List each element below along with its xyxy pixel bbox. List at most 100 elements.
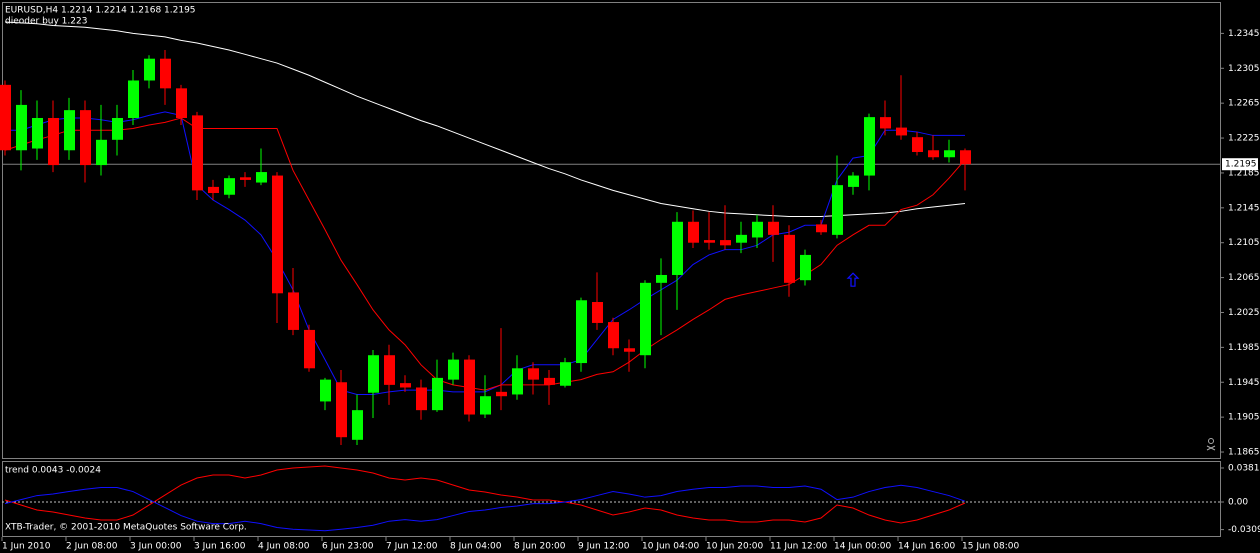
candle-body (928, 150, 939, 158)
candle-body (480, 396, 491, 415)
x-tick-label: 11 Jun 12:00 (770, 542, 827, 552)
candle-body (592, 302, 603, 323)
candle-body (544, 377, 555, 385)
candle-body (496, 391, 507, 397)
y-tick-label: 1.2305 (1228, 64, 1260, 74)
candle-body (224, 178, 235, 195)
candle-body (256, 172, 267, 183)
y-tick-label: 1.2225 (1228, 134, 1260, 144)
candle-body (192, 115, 203, 191)
candle-body (944, 150, 955, 158)
candle-body (704, 240, 715, 243)
y-tick-label: -0.0309 (1228, 525, 1260, 535)
y-tick-label: 0.0381 (1228, 463, 1260, 473)
candle-body (64, 110, 75, 151)
indicator-line (4, 117, 966, 391)
candle-body (272, 175, 283, 294)
x-tick-label: 15 Jun 08:00 (962, 542, 1019, 552)
candle-body (320, 379, 331, 402)
candle-body (512, 368, 523, 395)
candle-body (800, 254, 811, 281)
candle-body (416, 387, 427, 411)
skull-icon (1206, 438, 1216, 451)
candle-body (832, 185, 843, 235)
candle-body (640, 282, 651, 356)
candle-body (672, 221, 683, 275)
panel-title: trend 0.0043 -0.0024 (5, 466, 101, 476)
candle-body (688, 221, 699, 243)
x-tick-label: 8 Jun 20:00 (514, 542, 566, 552)
candle-body (144, 58, 155, 81)
candle-body (208, 186, 219, 193)
candle-body (784, 234, 795, 283)
candle-body (240, 177, 251, 180)
y-tick-label: 1.2265 (1228, 99, 1260, 109)
y-tick-label: 1.1865 (1228, 448, 1260, 458)
last-price-label: 1.2195 (1225, 160, 1257, 170)
candle-body (368, 355, 379, 393)
candle-body (768, 221, 779, 235)
up-arrow (846, 272, 860, 287)
x-tick-label: 1 Jun 2010 (2, 542, 51, 552)
candle-body (960, 150, 971, 165)
candle-body (48, 117, 59, 166)
candle-body (464, 359, 475, 415)
candle-body (176, 88, 187, 118)
main-panel-frame (2, 2, 1221, 459)
candle-body (720, 240, 731, 246)
x-tick-label: 10 Jun 20:00 (706, 542, 763, 552)
candle-body (80, 110, 91, 166)
indicator-panel-frame (2, 461, 1221, 537)
candle-body (400, 383, 411, 388)
candle-body (288, 292, 299, 330)
candle-body (864, 117, 875, 176)
x-tick-label: 6 Jun 23:00 (322, 542, 374, 552)
y-tick-label: 1.2065 (1228, 273, 1260, 283)
candle-body (336, 382, 347, 438)
y-tick-label: 0.00 (1228, 498, 1248, 508)
candle-body (752, 221, 763, 238)
y-tick-label: 1.2145 (1228, 203, 1260, 213)
candle-body (896, 127, 907, 136)
candle-body (656, 274, 667, 283)
chart-title: EURUSD,H4 1.2214 1.2214 1.2168 1.2195 (5, 6, 196, 16)
candle-body (0, 84, 11, 151)
candle-body (608, 322, 619, 349)
candle-body (880, 117, 891, 129)
candle-body (128, 80, 139, 118)
x-tick-label: 3 Jun 00:00 (130, 542, 182, 552)
candle-body (432, 377, 443, 411)
indicator-line (4, 21, 966, 218)
x-tick-label: 10 Jun 04:00 (642, 542, 699, 552)
x-tick-label: 4 Jun 08:00 (258, 542, 310, 552)
candle-body (32, 117, 43, 149)
indicator-line (4, 484, 966, 532)
x-tick-label: 3 Jun 16:00 (194, 542, 246, 552)
indicator-line (4, 465, 966, 524)
candle-body (736, 234, 747, 243)
candle-body (448, 359, 459, 380)
indicator-line (5, 111, 965, 395)
candle-body (160, 58, 171, 89)
x-tick-label: 14 Jun 16:00 (898, 542, 955, 552)
footer: XTB-Trader, © 2001-2010 MetaQuotes Softw… (5, 523, 247, 533)
last-price-box (1222, 158, 1258, 171)
candle-body (560, 362, 571, 386)
candle-body (304, 329, 315, 369)
candle-body (112, 117, 123, 140)
candle-body (816, 224, 827, 233)
y-tick-label: 1.2345 (1228, 29, 1260, 39)
x-tick-label: 14 Jun 00:00 (834, 542, 891, 552)
candle-body (912, 137, 923, 153)
y-tick-label: 1.1905 (1228, 413, 1260, 423)
candle-body (96, 139, 107, 166)
candle-body (624, 348, 635, 352)
x-tick-label: 7 Jun 12:00 (386, 542, 438, 552)
y-tick-label: 1.2185 (1228, 168, 1260, 178)
candle-body (576, 300, 587, 364)
candle-body (352, 410, 363, 440)
x-tick-label: 2 Jun 08:00 (66, 542, 118, 552)
y-tick-label: 1.1985 (1228, 343, 1260, 353)
y-tick-label: 1.2025 (1228, 308, 1260, 318)
